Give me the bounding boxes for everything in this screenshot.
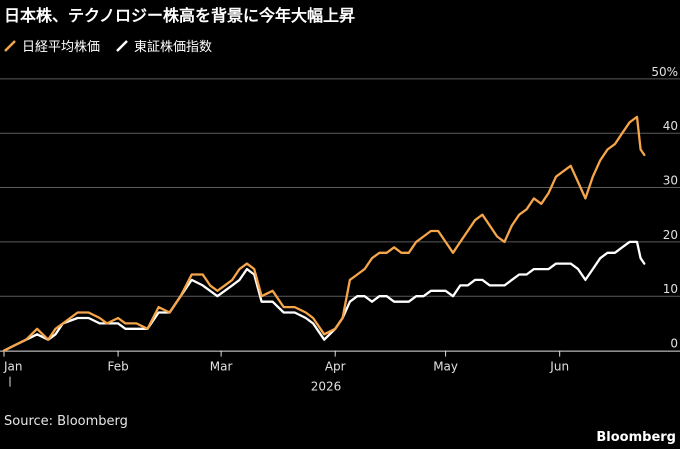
series-lines: [2, 115, 646, 352]
year-label: 2026: [311, 380, 342, 394]
legend-swatch-topix: [116, 39, 128, 52]
legend: 日経平均株価 東証株価指数: [4, 36, 212, 55]
y-tick-label: 20: [663, 228, 678, 242]
x-tick-label: Jan: [3, 360, 23, 374]
legend-label-nikkei: 日経平均株価: [22, 40, 101, 55]
series-line-topix: [2, 240, 646, 352]
x-axis: Jan Feb Mar Apr May Jun 2026: [0, 350, 680, 394]
legend-label-topix: 東証株価指数: [134, 40, 213, 55]
legend-swatch-nikkei: [4, 39, 16, 52]
x-tick-label: Mar: [210, 360, 233, 374]
legend-item-nikkei: 日経平均株価: [4, 36, 100, 55]
x-tick-label: Jun: [549, 360, 569, 374]
chart-title: 日本株、テクノロジー株高を背景に今年大幅上昇: [4, 6, 356, 25]
legend-item-topix: 東証株価指数: [116, 36, 212, 55]
y-tick-label: 0: [670, 337, 678, 351]
source-note: Source: Bloomberg: [4, 414, 128, 429]
y-axis: 50% 40 30 20 10 0: [651, 65, 678, 351]
gridlines: [0, 78, 680, 297]
y-tick-label: 30: [663, 174, 678, 188]
y-tick-label: 10: [663, 282, 678, 296]
y-tick-label: 50%: [651, 65, 678, 79]
x-tick-label: Apr: [325, 360, 346, 374]
series-line-nikkei: [2, 115, 646, 352]
x-tick-label: Feb: [107, 360, 128, 374]
brand-logo: Bloomberg: [596, 430, 676, 445]
y-tick-label: 40: [663, 119, 678, 133]
x-tick-label: May: [433, 360, 458, 374]
